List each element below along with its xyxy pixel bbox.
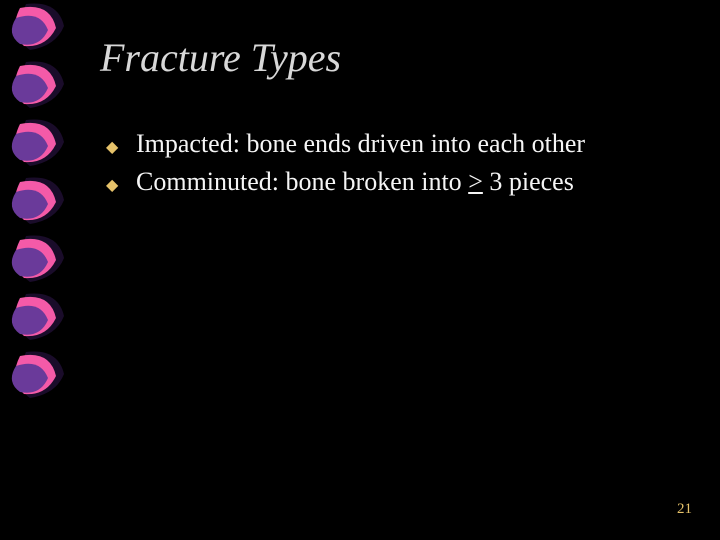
slide-title: Fracture Types: [100, 34, 690, 81]
bullet-text-prefix: Comminuted: bone broken into: [136, 167, 468, 196]
bullet-text-suffix: 3 pieces: [483, 167, 574, 196]
diamond-bullet-icon: ◆: [106, 136, 118, 159]
list-item: ◆ Comminuted: bone broken into > 3 piece…: [136, 163, 690, 201]
bullet-text: Impacted: bone ends driven into each oth…: [136, 129, 585, 158]
diamond-bullet-icon: ◆: [106, 174, 118, 197]
slide-content: Fracture Types ◆ Impacted: bone ends dri…: [100, 34, 690, 200]
list-item: ◆ Impacted: bone ends driven into each o…: [136, 125, 690, 163]
side-decoration: [0, 0, 80, 540]
page-number: 21: [677, 501, 692, 518]
bullet-text-underlined: >: [468, 167, 483, 196]
leaf-stack-icon: [0, 0, 90, 420]
bullet-list: ◆ Impacted: bone ends driven into each o…: [100, 125, 690, 200]
